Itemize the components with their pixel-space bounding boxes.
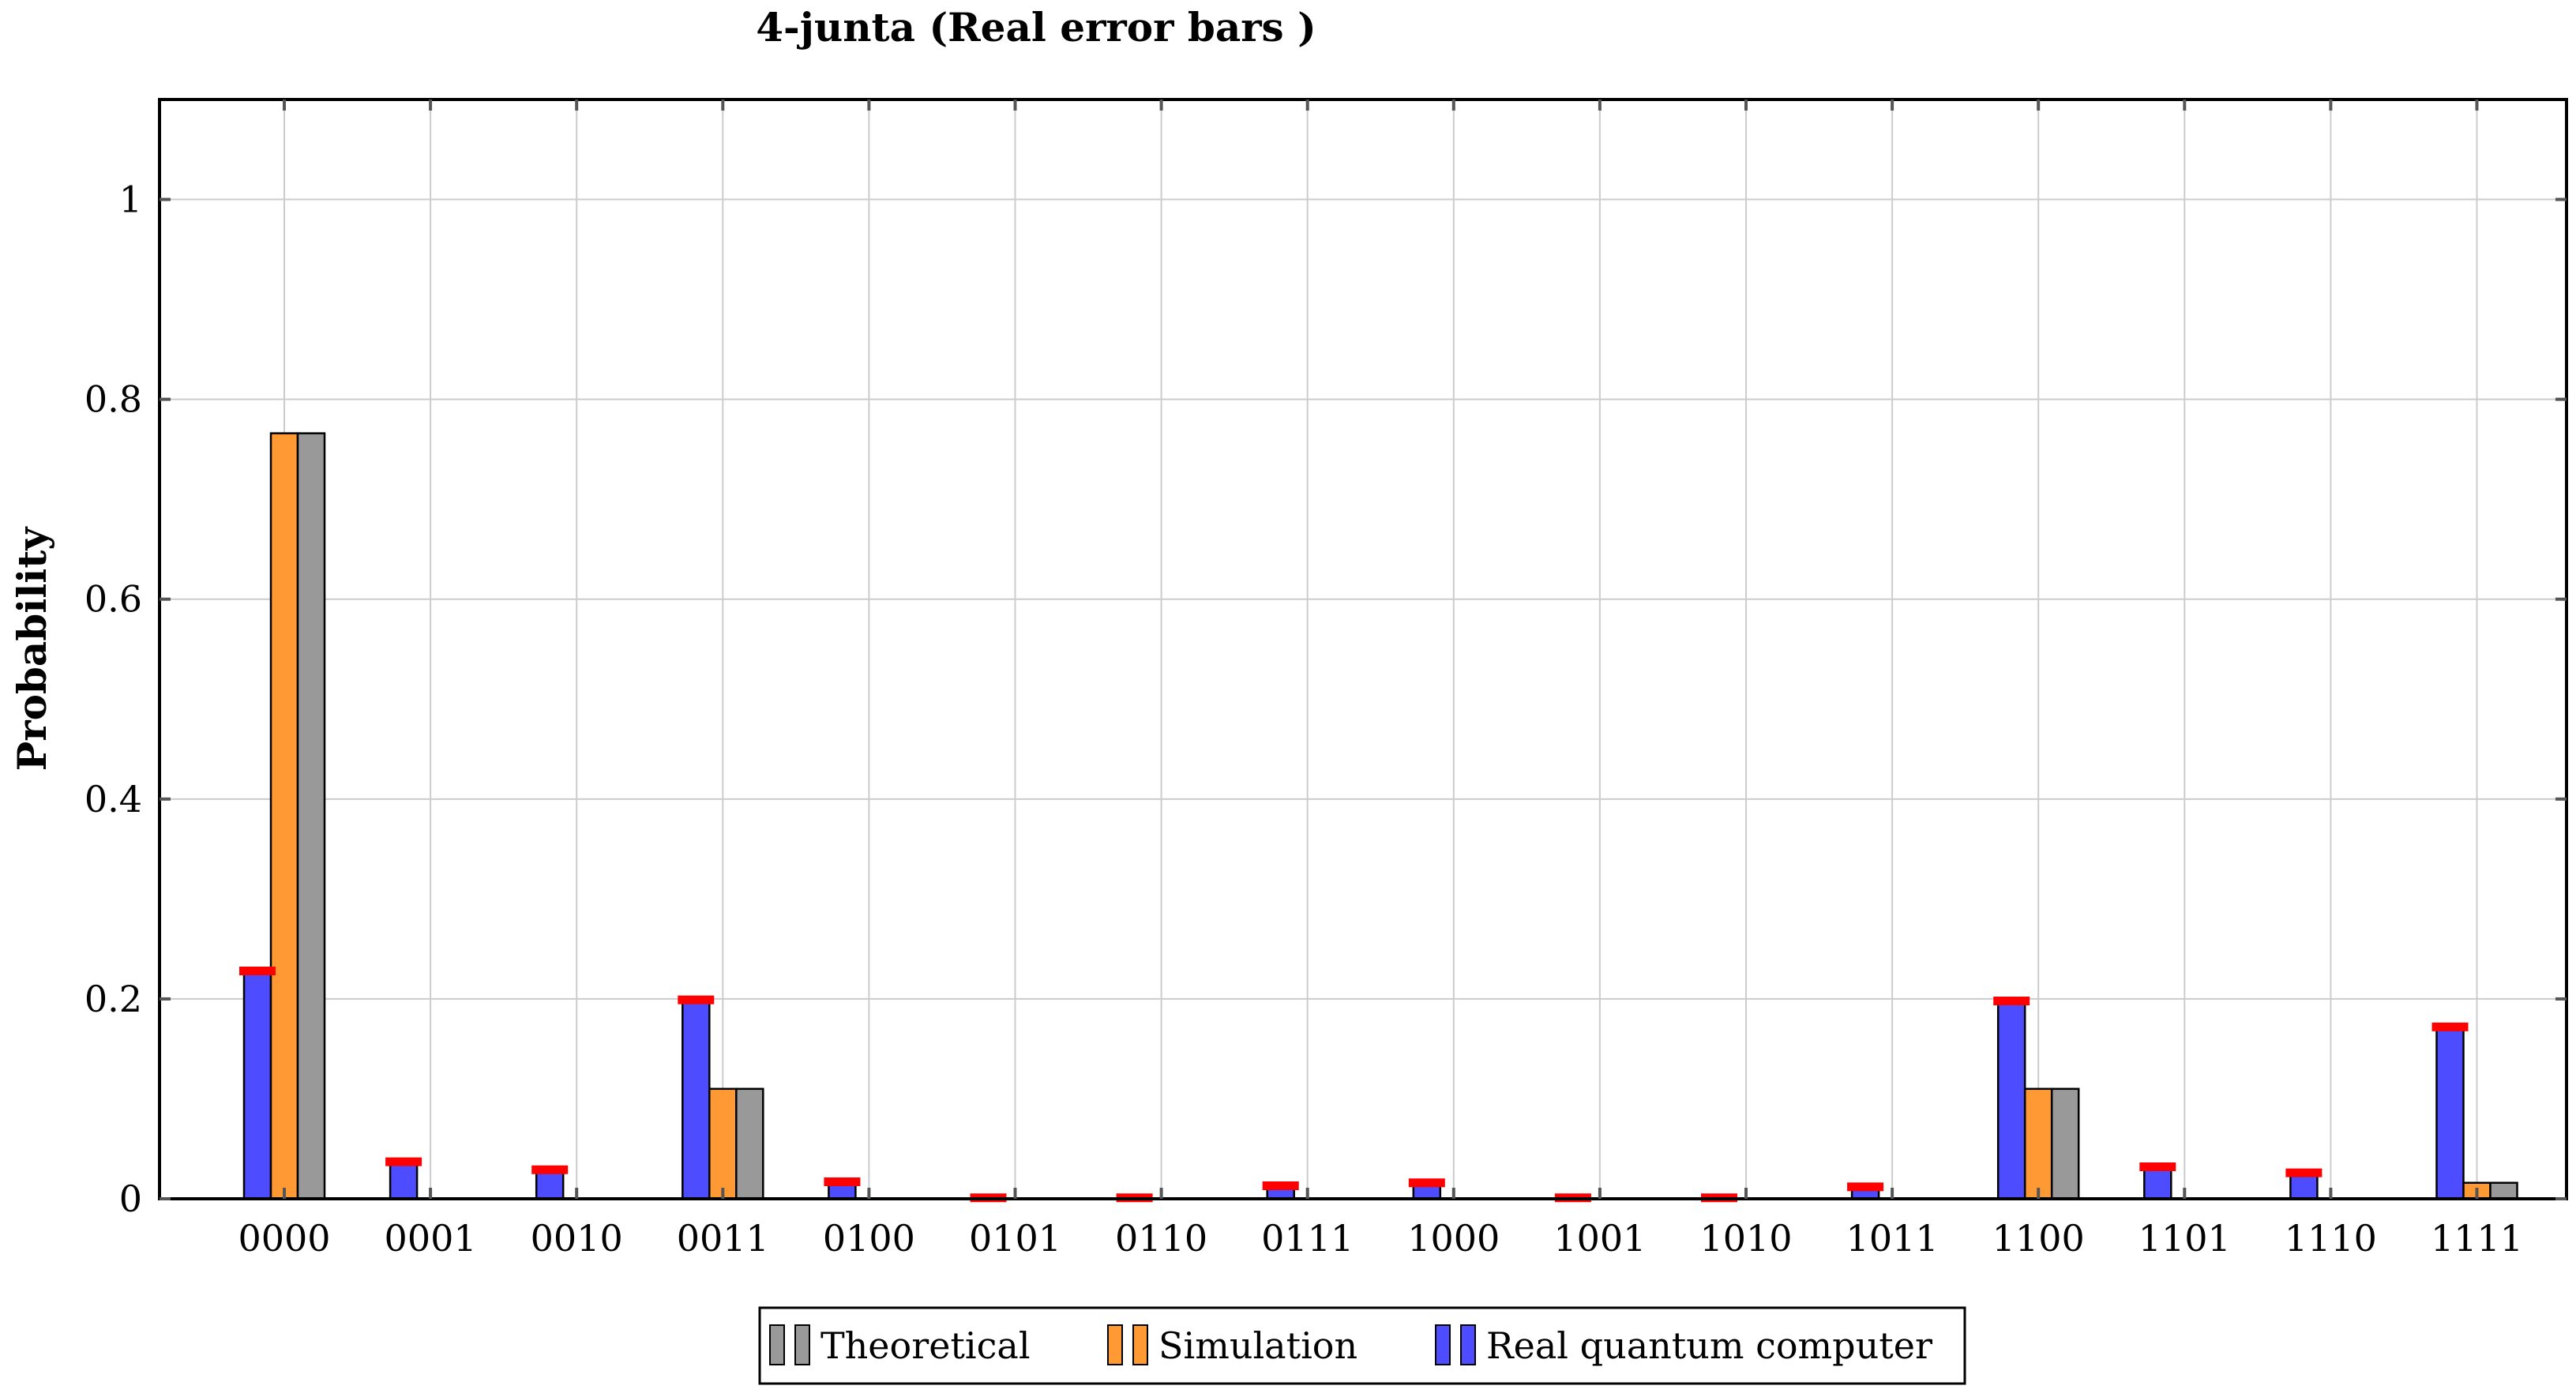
bar [389,1160,419,1200]
y-tick-label: 0.6 [84,578,142,621]
x-tick-label: 1000 [1407,1217,1500,1260]
x-tick-label: 0011 [677,1217,769,1260]
legend: Theoretical Simulation Real quantum comput… [758,1306,1966,1385]
x-tick-label: 1010 [1699,1217,1792,1260]
bar [735,1087,764,1200]
bar [682,998,711,1200]
plot-frame [158,98,2568,1200]
x-tick-label: 1011 [1846,1217,1939,1260]
legend-box [758,1306,1966,1385]
y-axis-label: Probability [9,526,55,772]
bars [242,432,2518,1200]
bar [1996,1000,2026,1200]
bar [2489,1181,2518,1200]
legend-entry: Real quantum computer [1486,1324,1932,1367]
x-tick-label: 0000 [238,1217,330,1260]
x-tick-label: 0010 [531,1217,623,1260]
legend-swatch [1435,1324,1451,1365]
legend-swatch [769,1324,785,1365]
error-bars [239,966,2469,1203]
x-tick-label: 1001 [1553,1217,1646,1260]
legend-swatch [1460,1324,1476,1365]
x-tick-labels: 0000 0001 0010 0011 0100 0101 0110 0111 1000 1001… [238,1217,2523,1260]
y-tick-label: 1 [119,178,142,221]
x-tick-label: 0100 [823,1217,915,1260]
x-tick-label: 1110 [2285,1217,2377,1260]
bar [2050,1087,2080,1200]
legend-entry: Theoretical [820,1324,1031,1367]
y-tick-label: 0.8 [84,378,142,421]
axis-ticks [160,100,2567,1200]
y-tick-label: 0.2 [84,978,142,1020]
grid-lines [160,100,2567,1199]
legend-entry: Simulation [1158,1324,1357,1367]
bar [708,1087,738,1200]
bar [535,1169,565,1200]
bar [269,432,299,1200]
x-tick-label: 1100 [1992,1217,2085,1260]
bar [2143,1166,2172,1200]
x-tick-label: 0110 [1115,1217,1207,1260]
x-tick-label: 0001 [385,1217,477,1260]
bar [2435,1026,2465,1200]
x-tick-label: 0111 [1261,1217,1354,1260]
legend-swatch [1107,1324,1123,1365]
y-tick-label: 0.4 [84,778,142,821]
y-tick-labels: 0 0.2 0.4 0.6 0.8 1 [84,178,142,1220]
bar [2023,1087,2053,1200]
x-tick-label: 1111 [2431,1217,2523,1260]
bar [296,432,326,1200]
y-tick-label: 0 [119,1177,142,1220]
bar [242,970,272,1200]
legend-swatch [794,1324,810,1365]
chart-title: 4-junta (Real error bars ) [756,4,1316,51]
legend-swatch [1132,1324,1148,1365]
x-tick-label: 0101 [969,1217,1061,1260]
x-tick-label: 1101 [2139,1217,2231,1260]
